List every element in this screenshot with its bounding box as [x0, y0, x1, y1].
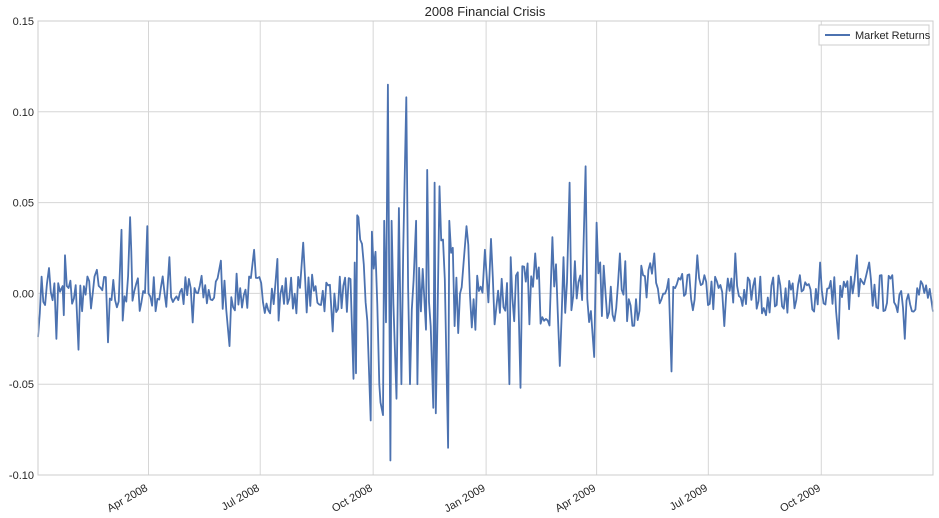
y-tick-label: 0.05 [13, 198, 34, 210]
y-tick-label: 0.00 [13, 288, 34, 300]
x-tick-label: Jan 2009 [442, 482, 487, 515]
x-axis-ticks: Apr 2008 Jul 2008 Oct 2008 Jan 2009 Apr 2009… [105, 482, 822, 515]
chart-title: 2008 Financial Crisis [425, 4, 546, 19]
x-tick-label: Jul 2008 [220, 482, 262, 513]
plot-area [38, 21, 933, 475]
x-tick-label: Jul 2009 [668, 482, 710, 513]
x-tick-label: Oct 2008 [330, 482, 375, 515]
x-tick-label: Apr 2008 [105, 482, 150, 515]
x-tick-label: Oct 2009 [778, 482, 823, 515]
plot-frame [37, 20, 934, 476]
legend-label: Market Returns [855, 30, 931, 42]
series-line-market-returns [37, 83, 934, 462]
x-tick-label: Apr 2009 [553, 482, 598, 515]
y-tick-label: 0.15 [13, 16, 34, 28]
y-tick-label: 0.10 [13, 107, 34, 119]
legend: Market Returns [818, 24, 931, 46]
y-tick-label: -0.10 [9, 470, 34, 482]
legend-box [818, 24, 930, 46]
y-tick-label: -0.05 [9, 379, 34, 391]
y-axis-ticks: -0.10 -0.05 0.00 0.05 0.10 0.15 [9, 16, 34, 482]
